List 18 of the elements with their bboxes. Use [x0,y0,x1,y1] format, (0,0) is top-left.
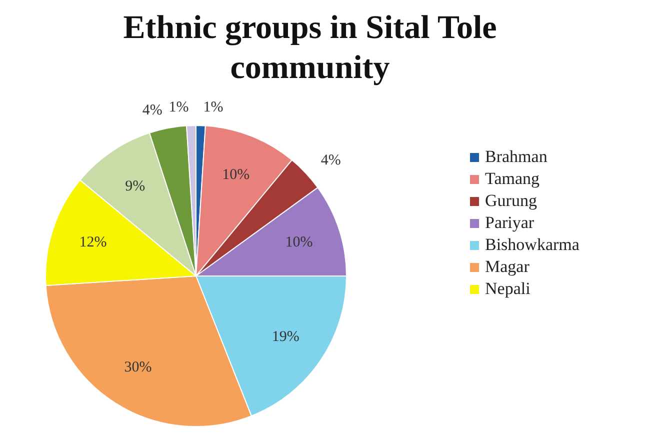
legend-label: Brahman [485,147,548,167]
data-label: 30% [124,359,152,376]
data-label: 4% [320,152,341,169]
data-label: 12% [79,234,107,250]
legend-label: Magar [485,257,530,277]
data-label: 4% [142,102,162,118]
chart-title: Ethnic groups in Sital Tole community [122,9,498,88]
legend-label: Gurung [485,191,537,211]
legend-label: Nepali [485,279,530,299]
data-label: 10% [285,234,313,250]
legend-label: Pariyar [485,213,534,233]
data-label: 9% [125,178,146,194]
data-label: 19% [272,328,300,345]
legend-label: Tamang [485,169,540,189]
data-label: 1% [168,99,189,116]
data-label: 10% [222,167,250,184]
legend-label: Bishowkarma [485,235,580,255]
data-label: 1% [203,99,224,116]
